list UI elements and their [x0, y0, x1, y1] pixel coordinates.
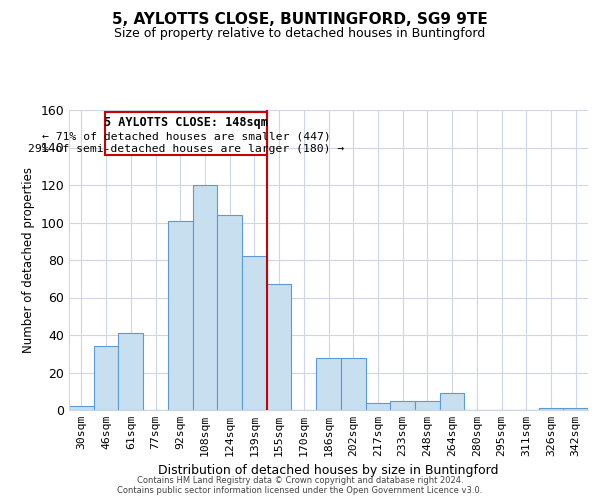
- Bar: [168, 220, 193, 410]
- Text: 29% of semi-detached houses are larger (180) →: 29% of semi-detached houses are larger (…: [28, 144, 344, 154]
- Text: Size of property relative to detached houses in Buntingford: Size of property relative to detached ho…: [115, 28, 485, 40]
- Text: 5, AYLOTTS CLOSE, BUNTINGFORD, SG9 9TE: 5, AYLOTTS CLOSE, BUNTINGFORD, SG9 9TE: [112, 12, 488, 28]
- Text: ← 71% of detached houses are smaller (447): ← 71% of detached houses are smaller (44…: [41, 131, 331, 141]
- FancyBboxPatch shape: [105, 112, 267, 155]
- Bar: [415, 400, 440, 410]
- Bar: [118, 333, 143, 410]
- Text: Contains HM Land Registry data © Crown copyright and database right 2024.: Contains HM Land Registry data © Crown c…: [137, 476, 463, 485]
- Bar: [242, 256, 267, 410]
- Text: Contains public sector information licensed under the Open Government Licence v3: Contains public sector information licen…: [118, 486, 482, 495]
- Bar: [267, 284, 292, 410]
- Bar: [390, 400, 415, 410]
- Bar: [539, 408, 563, 410]
- Bar: [365, 402, 390, 410]
- Bar: [563, 408, 588, 410]
- Bar: [69, 406, 94, 410]
- Bar: [316, 358, 341, 410]
- X-axis label: Distribution of detached houses by size in Buntingford: Distribution of detached houses by size …: [158, 464, 499, 477]
- Text: 5 AYLOTTS CLOSE: 148sqm: 5 AYLOTTS CLOSE: 148sqm: [104, 116, 268, 128]
- Bar: [217, 215, 242, 410]
- Y-axis label: Number of detached properties: Number of detached properties: [22, 167, 35, 353]
- Bar: [94, 346, 118, 410]
- Bar: [193, 185, 217, 410]
- Bar: [440, 393, 464, 410]
- Bar: [341, 358, 365, 410]
